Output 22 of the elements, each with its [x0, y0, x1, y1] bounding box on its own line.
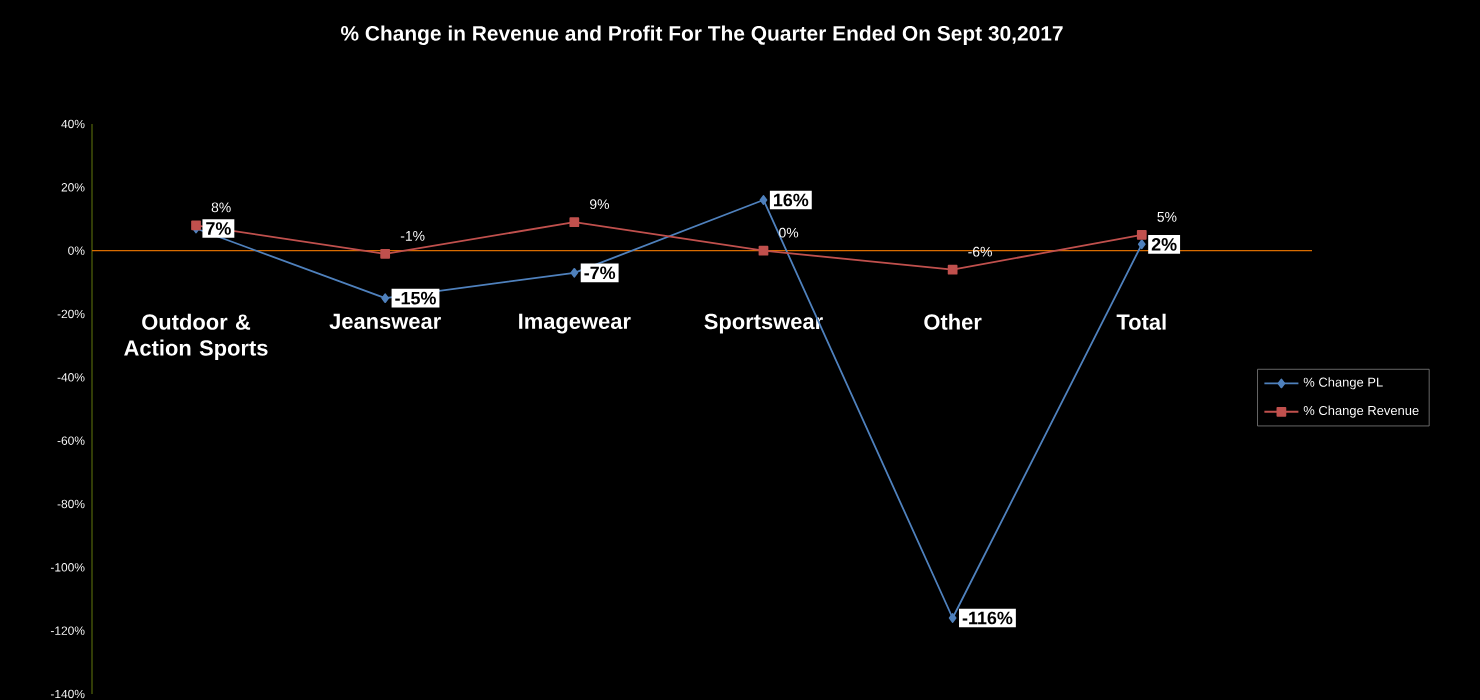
point: [570, 267, 579, 278]
chart-title: % Change in Revenue and Profit For The Quarter Ended On Sept 30,2017: [340, 25, 1063, 45]
x-tick-label: Jeanswear: [329, 313, 441, 329]
point: [380, 248, 391, 259]
data-label: -7%: [584, 266, 616, 280]
point: [381, 293, 390, 304]
point: [948, 613, 957, 623]
data-label: -15%: [395, 291, 436, 305]
x-tick-label: Other: [924, 313, 982, 330]
data-label: 16%: [773, 193, 809, 207]
point: [1137, 239, 1146, 250]
data-label: 2%: [1151, 237, 1177, 251]
point: [1136, 229, 1147, 240]
data-label: 7%: [206, 222, 231, 235]
point: [759, 195, 768, 205]
point: [569, 217, 580, 228]
x-tick-label: Outdoor & Action Sports: [124, 313, 268, 361]
x-tick-label: Total: [1116, 313, 1166, 330]
point: [758, 245, 769, 256]
x-tick-label: Imagewear: [519, 313, 631, 334]
data-label: -116%: [962, 611, 1013, 625]
point: [947, 264, 958, 275]
